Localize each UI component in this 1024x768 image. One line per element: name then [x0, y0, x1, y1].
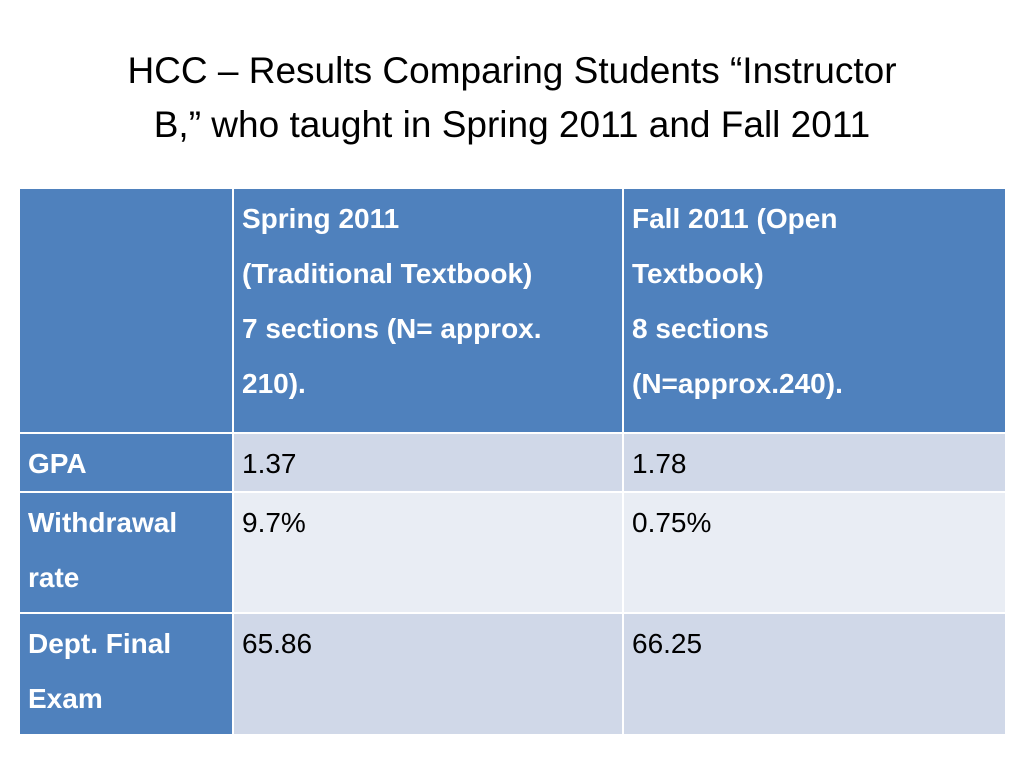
- column-header-line: 210).: [242, 368, 306, 399]
- slide-title-line-2: B,” who taught in Spring 2011 and Fall 2…: [153, 104, 871, 145]
- row-label-line: GPA: [28, 448, 87, 479]
- slide-title-line-1: HCC – Results Comparing Students “Instru…: [127, 50, 897, 91]
- row-label-line: rate: [28, 562, 80, 593]
- row-label-dept-final-exam: Dept. Final Exam: [18, 612, 234, 736]
- slide-title: HCC – Results Comparing Students “Instru…: [0, 44, 1024, 152]
- column-header-line: Fall 2011 (Open: [632, 203, 838, 234]
- column-header-line: 8 sections: [632, 313, 769, 344]
- row-label-gpa: GPA: [18, 432, 234, 493]
- column-header-line: 7 sections (N= approx.: [242, 313, 542, 344]
- column-header-spring-2011: Spring 2011 (Traditional Textbook) 7 sec…: [232, 187, 624, 434]
- column-header-line: Textbook): [632, 258, 764, 289]
- column-header-line: (N=approx.240).: [632, 368, 843, 399]
- column-header-line: (Traditional Textbook): [242, 258, 533, 289]
- column-header-line: Spring 2011: [242, 203, 400, 234]
- cell-withdrawal-spring-2011: 9.7%: [232, 491, 624, 614]
- table-row-dept-final-exam: Dept. Final Exam 65.86 66.25: [18, 612, 1007, 736]
- results-table: Spring 2011 (Traditional Textbook) 7 sec…: [18, 187, 1007, 736]
- cell-exam-spring-2011: 65.86: [232, 612, 624, 736]
- column-header-fall-2011: Fall 2011 (Open Textbook) 8 sections (N=…: [622, 187, 1007, 434]
- row-label-line: Withdrawal: [28, 507, 178, 538]
- cell-exam-fall-2011: 66.25: [622, 612, 1007, 736]
- row-label-withdrawal-rate: Withdrawal rate: [18, 491, 234, 614]
- cell-withdrawal-fall-2011: 0.75%: [622, 491, 1007, 614]
- table-corner-cell: [18, 187, 234, 434]
- table-header-row: Spring 2011 (Traditional Textbook) 7 sec…: [18, 187, 1007, 434]
- cell-gpa-fall-2011: 1.78: [622, 432, 1007, 493]
- table-row-withdrawal-rate: Withdrawal rate 9.7% 0.75%: [18, 491, 1007, 614]
- table-row-gpa: GPA 1.37 1.78: [18, 432, 1007, 493]
- row-label-line: Dept. Final: [28, 628, 172, 659]
- row-label-line: Exam: [28, 683, 103, 714]
- cell-gpa-spring-2011: 1.37: [232, 432, 624, 493]
